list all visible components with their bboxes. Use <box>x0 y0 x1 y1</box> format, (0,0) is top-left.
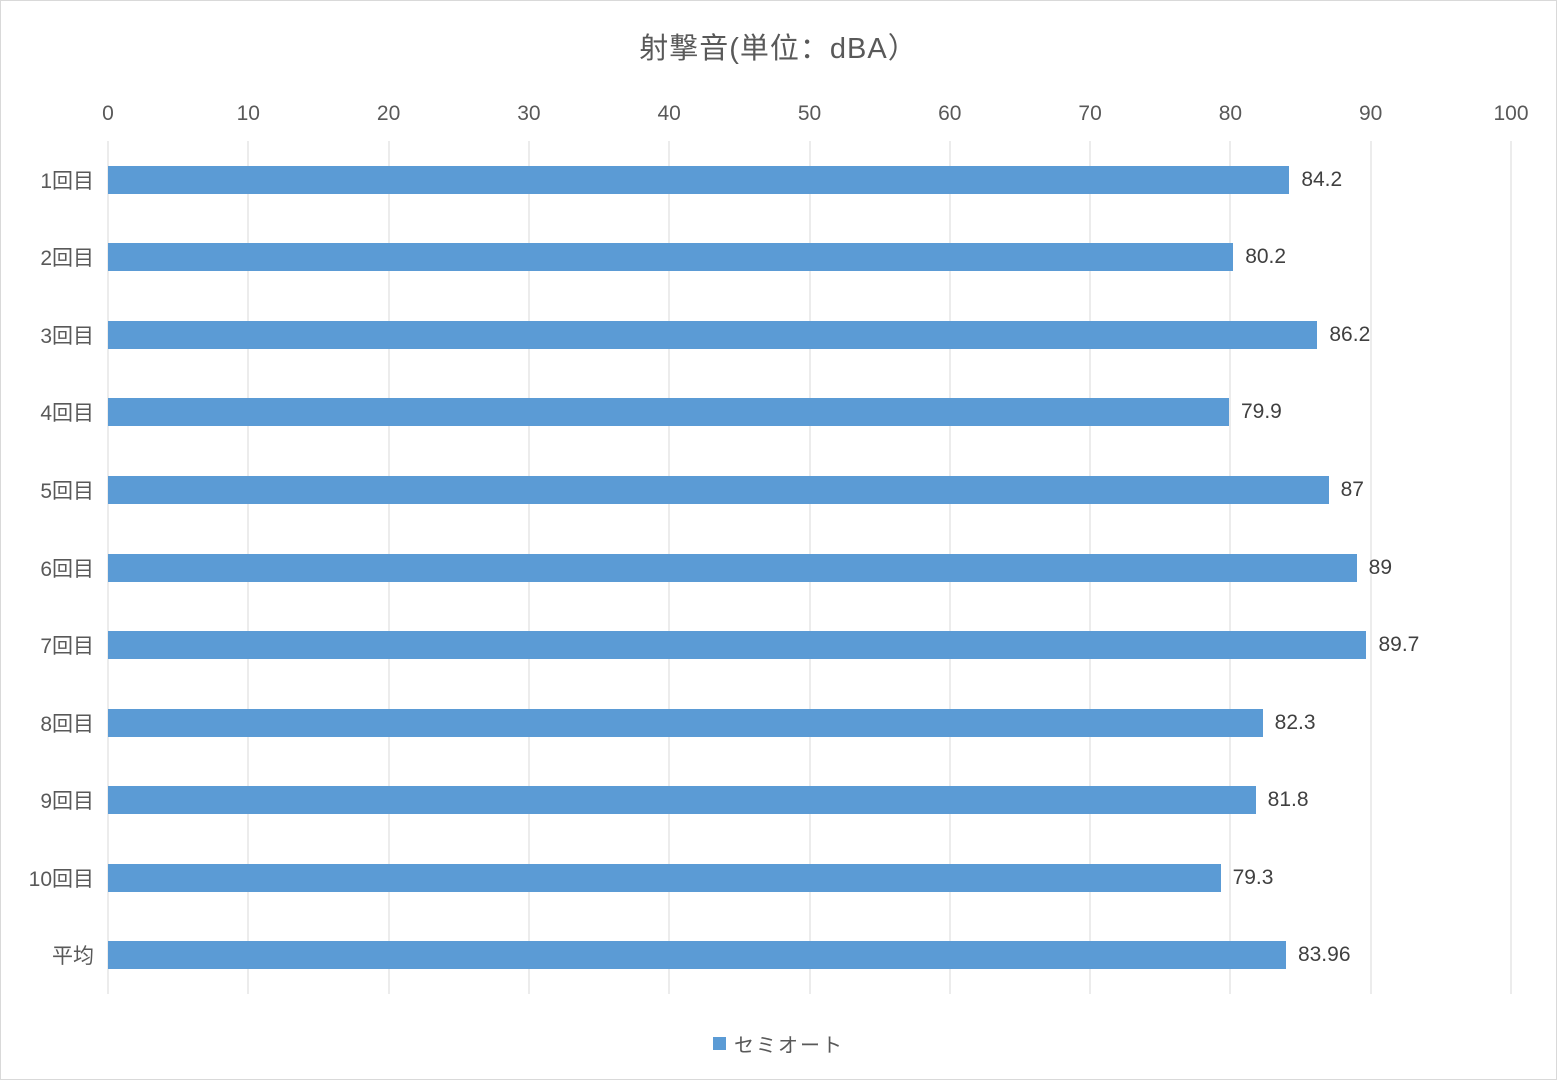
category-axis: 1回目 2回目 3回目 4回目 5回目 6回目 7回目 8回目 9回目 10回目平均 <box>1 141 94 994</box>
category-label: 平均 <box>52 945 94 969</box>
x-tick-label: 0 <box>102 102 114 125</box>
bar-row: 89 <box>108 529 1511 607</box>
category-label: 4回目 <box>40 402 94 426</box>
x-axis-ticks: 0 10 20 30 40 50 60 70 80 90 100 <box>102 102 1528 130</box>
bar <box>108 631 1367 660</box>
legend: セミオート <box>1 1028 1556 1058</box>
data-label: 87 <box>1340 477 1364 501</box>
data-label: 84.2 <box>1301 167 1343 191</box>
bar <box>108 941 1286 970</box>
data-label: 89.7 <box>1378 633 1420 657</box>
bar-row: 89.7 <box>108 606 1511 684</box>
category-label: 1回目 <box>40 169 94 193</box>
bar-row: 81.8 <box>108 761 1511 839</box>
category-label: 6回目 <box>40 557 94 581</box>
bar-rows: 84.2 80.2 86.2 79.9 87 89 89.7 82.3 81.8 79.3 83.9… <box>108 141 1511 994</box>
bar-row: 82.3 <box>108 684 1511 762</box>
x-tick-label: 70 <box>1078 102 1102 125</box>
x-tick-label: 50 <box>797 102 822 125</box>
bar <box>108 863 1221 892</box>
legend-label: セミオート <box>734 1034 844 1057</box>
bar <box>108 786 1256 815</box>
bar-row: 84.2 <box>108 141 1511 219</box>
data-label: 79.9 <box>1240 400 1282 424</box>
chart-title: 射撃音(単位：dBA） <box>639 33 918 65</box>
plot-area: 84.2 80.2 86.2 79.9 87 89 89.7 82.3 81.8 79.3 83.9… <box>107 141 1512 994</box>
bar <box>108 243 1234 272</box>
data-label: 86.2 <box>1329 322 1371 346</box>
category-label: 3回目 <box>40 324 94 348</box>
data-label: 80.2 <box>1245 245 1287 269</box>
gridline <box>1510 141 1512 994</box>
bar <box>108 320 1318 349</box>
bar <box>108 165 1290 194</box>
data-label: 89 <box>1368 555 1393 579</box>
category-label: 7回目 <box>40 635 94 659</box>
bar-row: 83.96 <box>108 916 1511 994</box>
x-tick-label: 30 <box>517 102 541 125</box>
x-tick-label: 10 <box>236 102 260 125</box>
x-tick-label: 60 <box>938 102 962 125</box>
category-label: 9回目 <box>40 790 94 814</box>
bar-row: 79.3 <box>108 839 1511 917</box>
x-tick-label: 80 <box>1218 102 1243 125</box>
bar <box>108 708 1263 737</box>
gridline <box>1370 141 1372 994</box>
bar <box>108 475 1329 504</box>
bar-row: 86.2 <box>108 296 1511 374</box>
x-tick-label: 100 <box>1493 102 1529 125</box>
category-label: 8回目 <box>40 712 94 736</box>
x-tick-label: 20 <box>376 102 401 125</box>
category-label: 2回目 <box>40 247 94 271</box>
bar-row: 80.2 <box>108 219 1511 297</box>
data-label: 79.3 <box>1232 865 1274 889</box>
data-label: 81.8 <box>1267 788 1309 812</box>
x-tick-label: 40 <box>657 102 681 125</box>
x-tick-label: 90 <box>1359 102 1383 125</box>
bar <box>108 398 1229 427</box>
legend-marker-icon <box>713 1036 726 1050</box>
data-label: 83.96 <box>1297 943 1351 967</box>
category-label: 10回目 <box>28 867 94 891</box>
bar-row: 87 <box>108 451 1511 529</box>
bar <box>108 553 1357 582</box>
data-label: 82.3 <box>1274 710 1316 734</box>
bar-row: 79.9 <box>108 374 1511 452</box>
category-label: 5回目 <box>40 479 94 503</box>
